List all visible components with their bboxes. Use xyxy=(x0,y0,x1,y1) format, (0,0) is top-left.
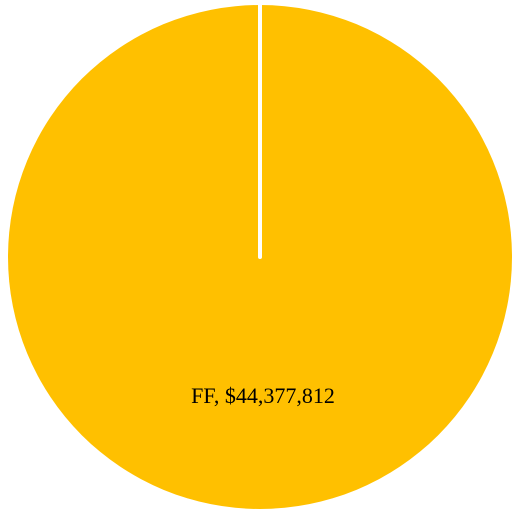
data-label: FF, $44,377,812 xyxy=(191,383,335,408)
